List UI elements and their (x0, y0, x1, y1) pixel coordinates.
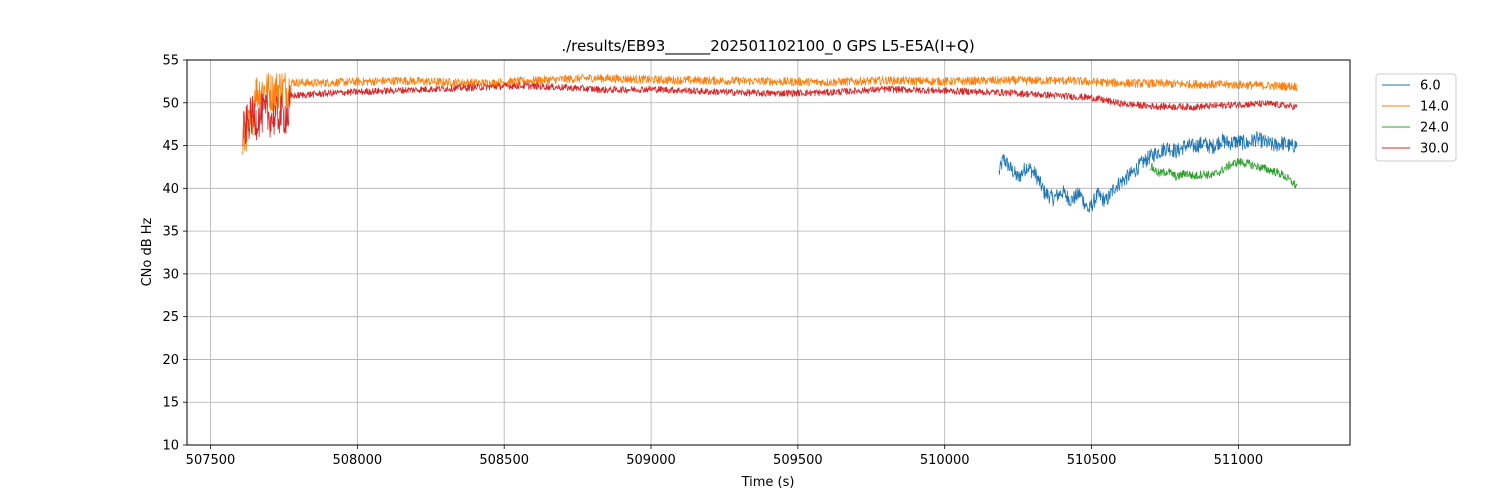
series-layer (242, 72, 1298, 213)
x-axis-ticks: 507500 508000 508500 509000 509500 510000 5105… (186, 445, 1264, 468)
y-tick-label: 25 (162, 310, 179, 325)
x-tick-label: 511000 (1214, 453, 1264, 468)
x-tick-label: 509000 (626, 453, 676, 468)
y-tick-label: 10 (162, 439, 179, 454)
y-tick-label: 35 (162, 225, 179, 240)
legend-label: 30.0 (1420, 142, 1449, 157)
x-tick-label: 508000 (333, 453, 383, 468)
series-line-6.0 (998, 131, 1298, 213)
y-tick-label: 45 (162, 139, 179, 154)
x-tick-label: 507500 (186, 453, 236, 468)
legend-box (1375, 73, 1457, 162)
series-line-30.0 (242, 82, 1298, 147)
series-line-14.0 (242, 72, 1298, 155)
y-tick-label: 20 (162, 353, 179, 368)
y-tick-label: 50 (162, 96, 179, 111)
x-tick-label: 509500 (773, 453, 823, 468)
y-tick-label: 40 (162, 182, 179, 197)
series-line-24.0 (1149, 158, 1298, 189)
y-tick-label: 15 (162, 396, 179, 411)
x-tick-label: 510500 (1067, 453, 1117, 468)
chart-title: ./results/EB93______202501102100_0 GPS L… (561, 37, 974, 56)
legend-label: 14.0 (1420, 100, 1449, 115)
grid-lines (187, 59, 1350, 446)
x-axis-label: Time (s) (741, 475, 795, 490)
legend-label: 24.0 (1420, 121, 1449, 136)
y-tick-label: 55 (162, 54, 179, 69)
legend-label: 6.0 (1420, 79, 1441, 94)
x-tick-label: 508500 (479, 453, 529, 468)
legend: 6.0 14.0 24.0 30.0 (1375, 73, 1457, 162)
y-axis-ticks: 10 15 20 25 30 35 40 45 50 55 (162, 54, 187, 454)
x-tick-label: 510000 (920, 453, 970, 468)
y-axis-label: CNo dB Hz (140, 217, 155, 286)
y-tick-label: 30 (162, 267, 179, 282)
plot-frame (186, 59, 1351, 446)
